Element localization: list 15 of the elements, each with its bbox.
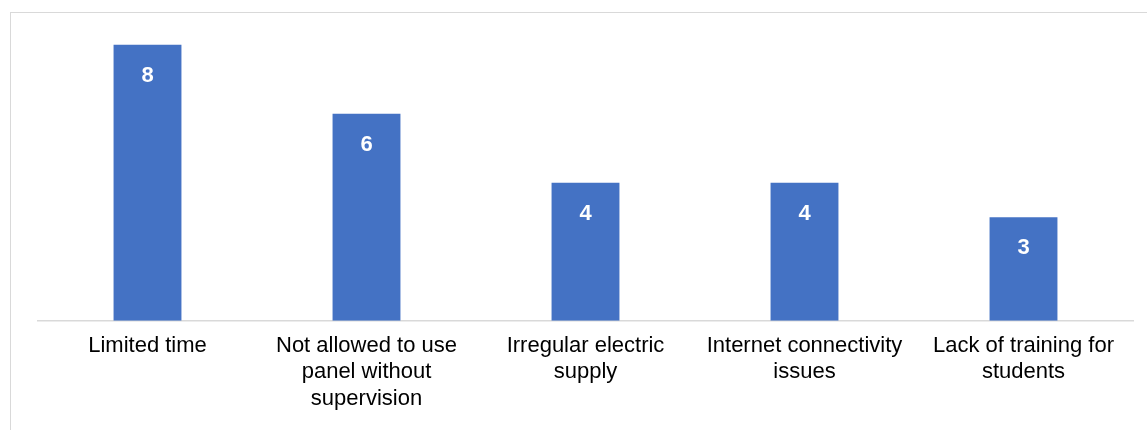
x-tick-label: Limited time: [88, 332, 207, 358]
bar: [551, 182, 620, 321]
bar: [989, 217, 1058, 321]
x-tick-label: Irregular electric supply: [506, 332, 665, 384]
bar: [332, 113, 401, 321]
bar: [113, 44, 182, 321]
data-label: 4: [798, 199, 812, 225]
x-tick-label: Not allowed to use panel without supervision: [276, 332, 457, 410]
x-tick-label: Lack of training for students: [933, 332, 1114, 384]
data-label: 4: [579, 199, 593, 225]
x-tick-label: Internet connectivity issues: [706, 332, 903, 384]
data-label: 3: [1017, 234, 1030, 260]
bar: [770, 182, 839, 321]
data-label: 6: [360, 130, 373, 156]
data-label: 8: [141, 61, 154, 87]
